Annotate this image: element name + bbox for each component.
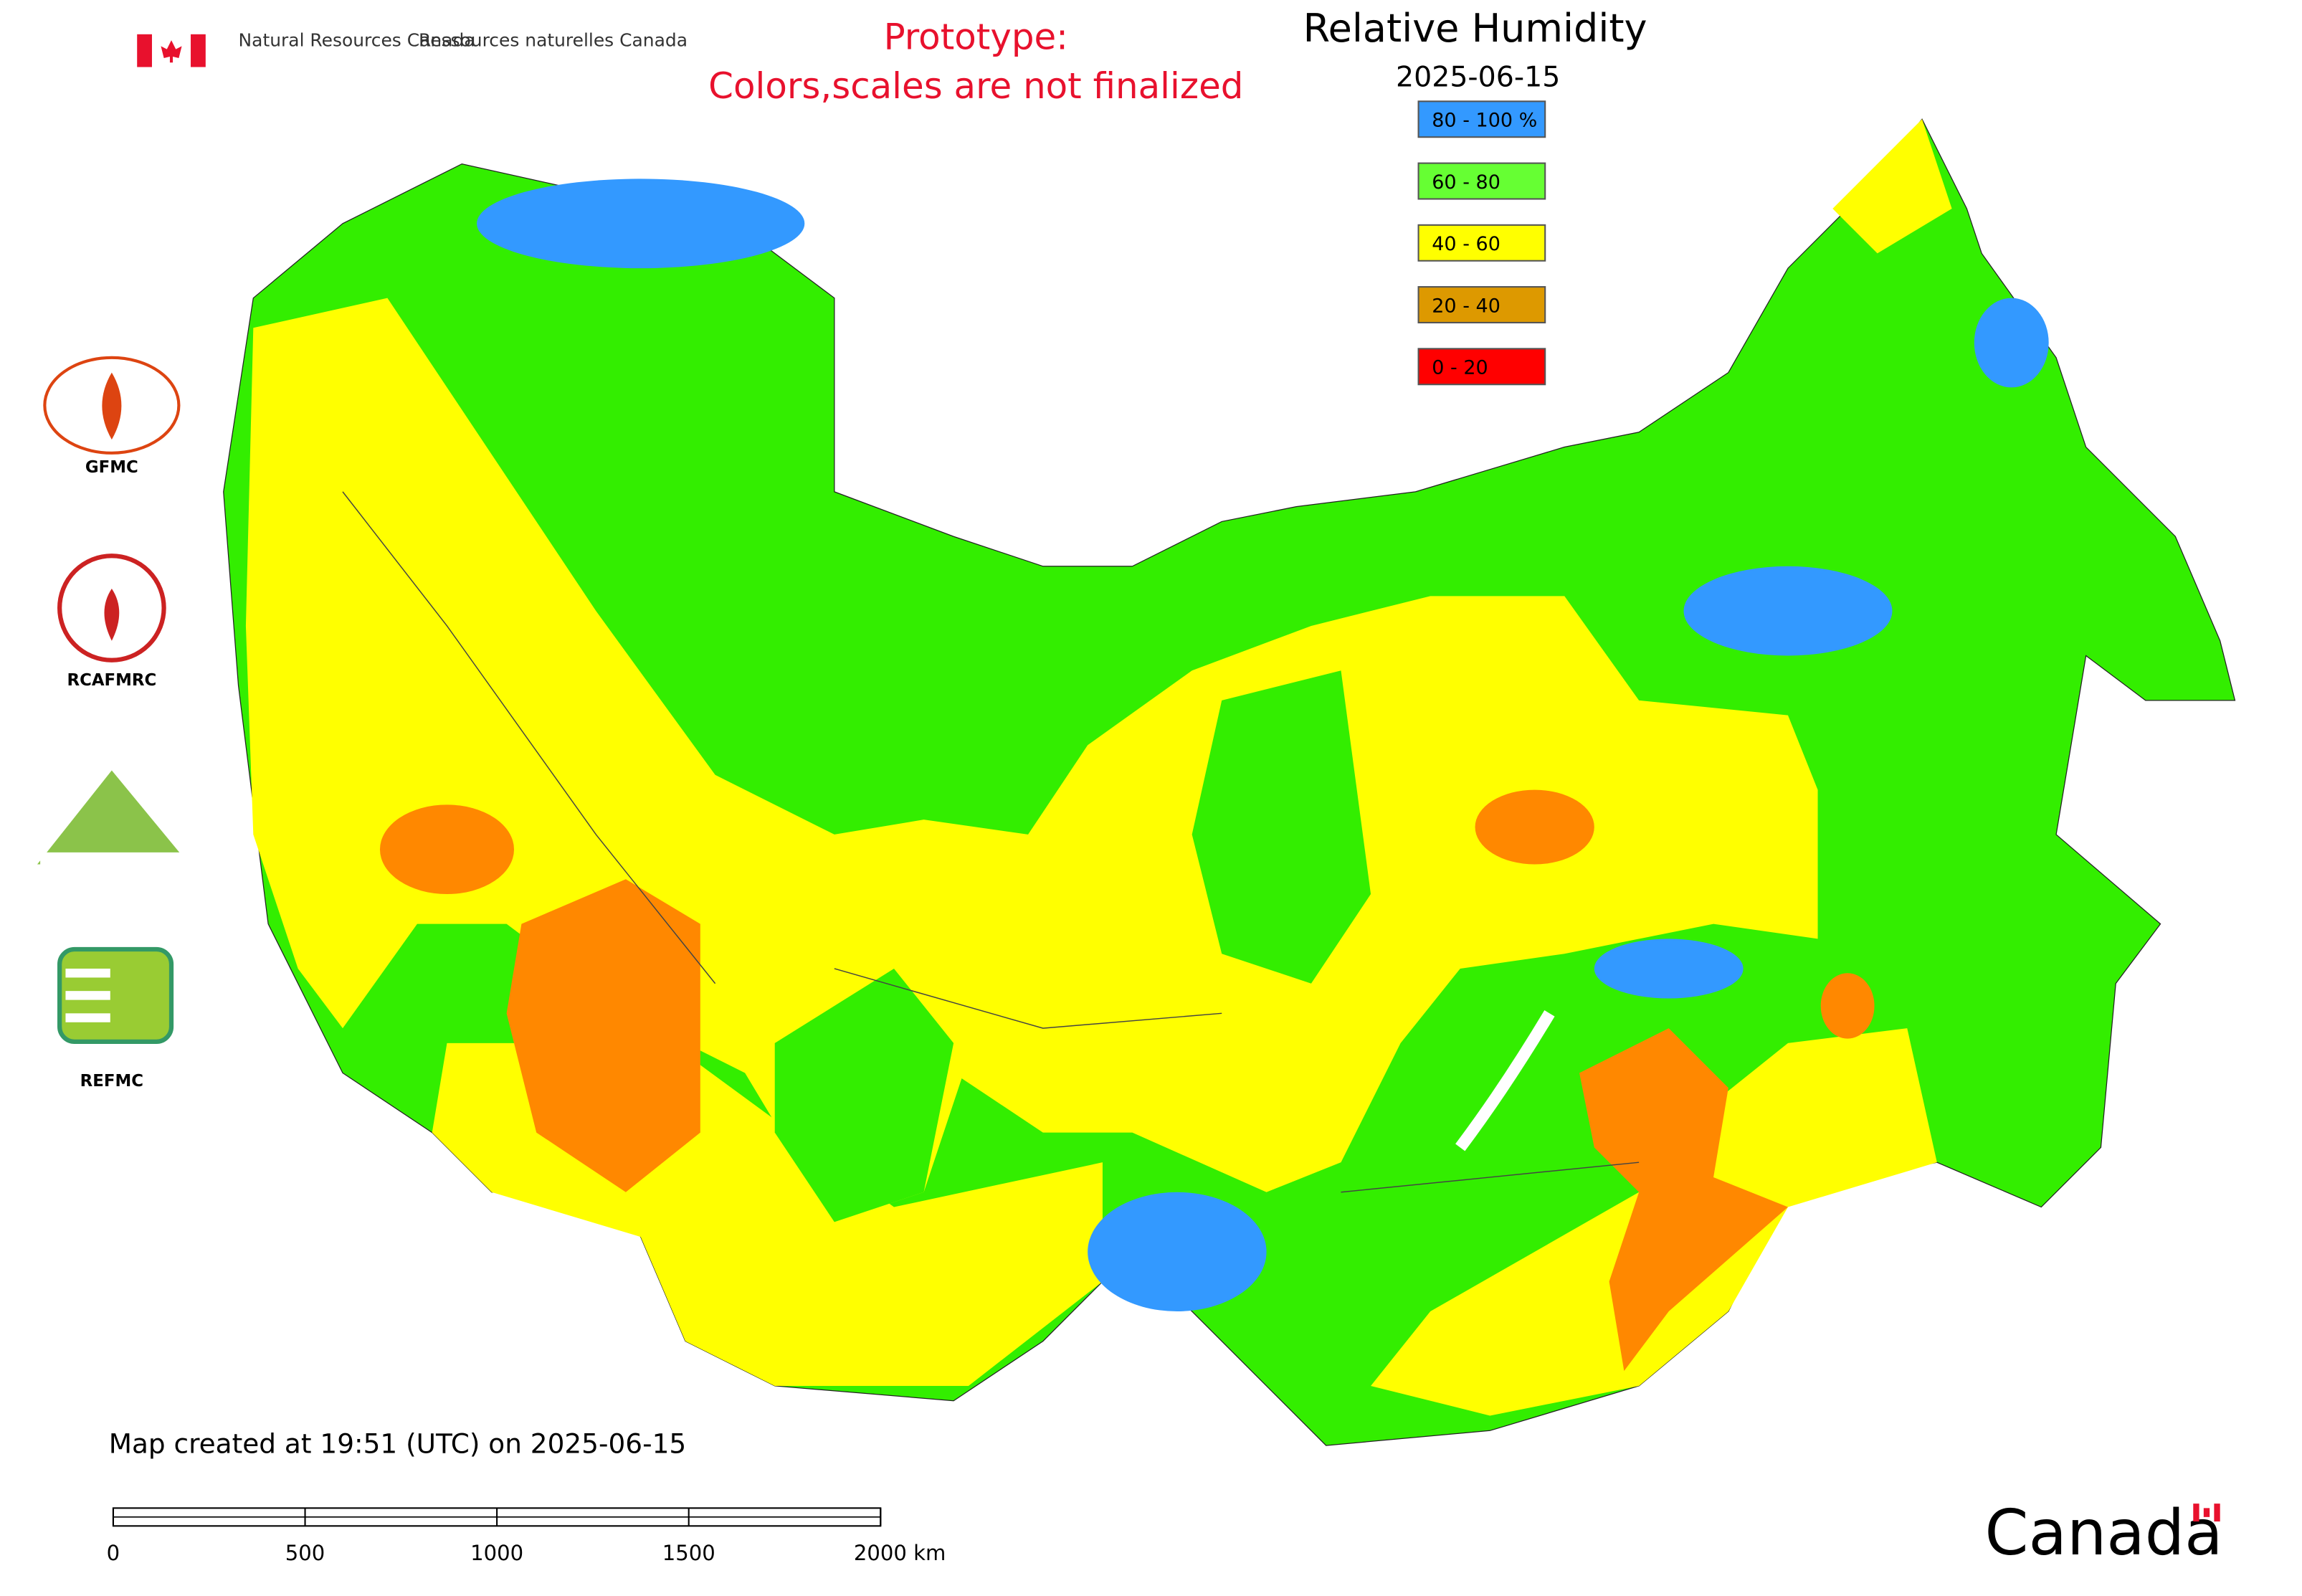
map-date: 2025-06-15 xyxy=(1396,61,1560,94)
prototype-note: Prototype: xyxy=(884,16,1068,58)
region-80-100 xyxy=(1088,1192,1267,1312)
legend-swatch xyxy=(1417,286,1546,324)
legend-label: 60 - 80 xyxy=(1432,171,1500,194)
logo-label: GFMC xyxy=(85,458,138,477)
region-20-40 xyxy=(379,804,515,895)
region-20-40 xyxy=(1820,973,1875,1039)
logo-rcafmrc xyxy=(57,554,166,662)
region-40-60 xyxy=(1832,119,1952,254)
legend-label: 40 - 60 xyxy=(1432,233,1500,255)
region-80-100 xyxy=(477,179,805,269)
legend-label: 0 - 20 xyxy=(1432,357,1488,379)
region-20-40 xyxy=(1475,789,1594,865)
region-green-patch xyxy=(774,968,954,1222)
legend-swatch xyxy=(1417,162,1546,200)
legend-swatch xyxy=(1417,224,1546,262)
logo-gfmc xyxy=(43,356,181,455)
border-lines xyxy=(342,491,1640,1193)
legend-swatch xyxy=(1417,100,1546,138)
region-80-100 xyxy=(1683,566,1893,656)
map-layers xyxy=(223,118,2236,1446)
agency-en: Natural Resources Canada xyxy=(239,29,475,50)
nrcan-signature xyxy=(137,34,206,67)
scale-label: 1000 xyxy=(470,1541,523,1565)
legend: 80 - 100 % 60 - 80 40 - 60 20 - 40 0 - 20 xyxy=(1417,100,1546,386)
logo-label: REFMC xyxy=(80,1072,143,1091)
legend-label: 20 - 40 xyxy=(1432,295,1500,317)
prototype-note: Colors,scales are not finalized xyxy=(708,65,1243,107)
canada-wordmark: Canada xyxy=(1985,1496,2223,1569)
wordmark-flag xyxy=(2193,1504,2220,1522)
lake-baikal xyxy=(1455,1010,1555,1151)
map-footer: Map created at 19:51 (UTC) on 2025-06-15 xyxy=(109,1428,686,1459)
logo-refmc xyxy=(57,946,174,1044)
region-20-40 xyxy=(1579,1028,1788,1372)
map-title: Relative Humidity xyxy=(1303,6,1647,51)
scale-label: 500 xyxy=(285,1541,325,1565)
logo-reefmc xyxy=(37,770,189,868)
region-80-100 xyxy=(1594,939,1744,999)
agency-fr: Ressources naturelles Canada xyxy=(419,29,688,50)
legend-label: 80 - 100 % xyxy=(1432,110,1537,132)
logo-label: RCAFMRC xyxy=(67,671,156,690)
region-80-100 xyxy=(1974,298,2049,388)
scale-label: 1500 xyxy=(662,1541,715,1565)
scale-bar: 0 500 1000 1500 2000 km xyxy=(107,1507,946,1565)
region-20-40 xyxy=(506,879,700,1192)
legend-swatch xyxy=(1417,348,1546,386)
scale-label: 0 xyxy=(107,1541,120,1565)
region-green-patch xyxy=(1192,670,1371,984)
scale-label: 2000 km xyxy=(854,1541,946,1565)
